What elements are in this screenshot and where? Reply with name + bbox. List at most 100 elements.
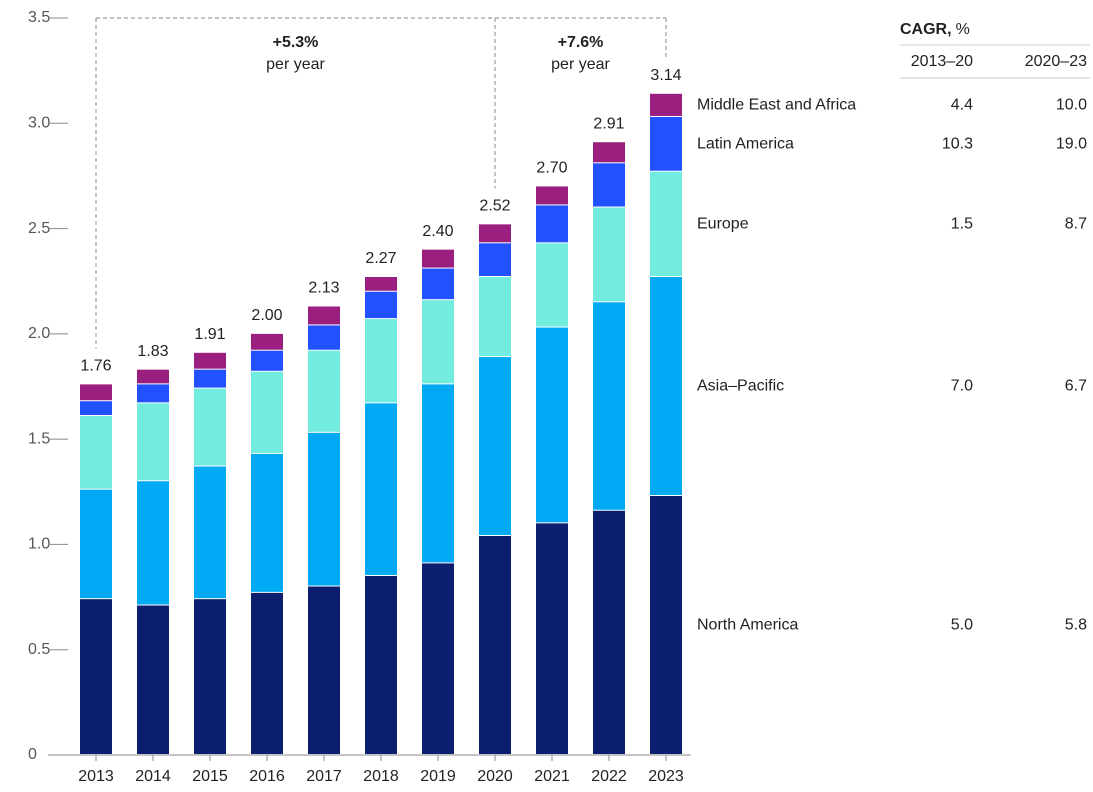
total-label: 1.91 xyxy=(194,326,225,343)
bar-segment xyxy=(479,277,511,357)
cagr-value: 19.0 xyxy=(1056,136,1087,153)
annotation-sub: per year xyxy=(266,56,325,73)
bar-segment xyxy=(194,352,226,369)
bar-segment xyxy=(650,116,682,171)
annotation: +7.6% xyxy=(558,34,604,51)
bar-segment xyxy=(536,186,568,205)
bar-segment xyxy=(536,205,568,243)
total-label: 2.70 xyxy=(536,160,567,177)
bar-segment xyxy=(479,536,511,754)
bar-segment xyxy=(365,319,397,403)
total-label: 2.13 xyxy=(308,280,339,297)
bar-segment xyxy=(422,300,454,384)
x-tick-label: 2020 xyxy=(477,768,513,785)
bar-segment xyxy=(536,523,568,754)
annotation-sub: per year xyxy=(551,56,610,73)
bar-segment xyxy=(422,563,454,754)
cagr-value: 1.5 xyxy=(951,216,973,233)
y-tick-label: 1.0 xyxy=(28,536,50,553)
y-tick-label: 0.5 xyxy=(28,641,50,658)
bar-segment xyxy=(650,495,682,754)
bar-segment xyxy=(650,93,682,116)
y-tick-label: 0 xyxy=(28,746,37,763)
bar-segment xyxy=(80,384,112,401)
cagr-column: 2020–23 xyxy=(1025,53,1087,70)
y-tick-label: 2.0 xyxy=(28,325,50,342)
x-tick-label: 2013 xyxy=(78,768,114,785)
x-tick-label: 2018 xyxy=(363,768,399,785)
bar-segment xyxy=(194,369,226,388)
bar-segment xyxy=(194,466,226,599)
total-label: 2.91 xyxy=(593,115,624,132)
bar-segment xyxy=(251,592,283,754)
bar-segment xyxy=(479,224,511,243)
bar-segment xyxy=(479,243,511,277)
cagr-title-text: CAGR, xyxy=(900,21,952,38)
legend-label: Middle East and Africa xyxy=(697,97,856,114)
x-tick-label: 2014 xyxy=(135,768,171,785)
total-label: 2.40 xyxy=(422,223,453,240)
bar-segment xyxy=(650,171,682,277)
annotation: +5.3% xyxy=(273,34,319,51)
cagr-unit: % xyxy=(956,21,970,38)
bar-segment xyxy=(251,371,283,453)
bar-segment xyxy=(593,163,625,207)
x-tick-label: 2015 xyxy=(192,768,228,785)
legend-label: Latin America xyxy=(697,136,794,153)
y-tick-label: 1.5 xyxy=(28,430,50,447)
bar-segment xyxy=(80,489,112,599)
cagr-value: 5.8 xyxy=(1065,617,1087,634)
legend-label: Europe xyxy=(697,216,749,233)
x-tick-label: 2019 xyxy=(420,768,456,785)
cagr-value: 4.4 xyxy=(951,97,973,114)
bar-segment xyxy=(137,384,169,403)
cagr-value: 7.0 xyxy=(951,378,973,395)
legend-label: North America xyxy=(697,617,798,634)
bar-segment xyxy=(251,333,283,350)
cagr-value: 10.0 xyxy=(1056,97,1087,114)
bar-segment xyxy=(251,350,283,371)
bar-segment xyxy=(308,325,340,350)
bar-segment xyxy=(650,277,682,495)
cagr-value: 8.7 xyxy=(1065,216,1087,233)
y-tick-label: 3.5 xyxy=(28,9,50,26)
x-tick-label: 2023 xyxy=(648,768,684,785)
bar-segment xyxy=(80,415,112,489)
bar-segment xyxy=(422,268,454,300)
bar-segment xyxy=(593,142,625,163)
x-tick-label: 2021 xyxy=(534,768,570,785)
total-label: 2.27 xyxy=(365,250,396,267)
total-label: 1.76 xyxy=(80,358,111,375)
bar-segment xyxy=(80,599,112,754)
cagr-value: 5.0 xyxy=(951,617,973,634)
bar-segment xyxy=(479,357,511,536)
bar-segment xyxy=(365,576,397,754)
bar-segment xyxy=(137,369,169,384)
x-tick-label: 2022 xyxy=(591,768,627,785)
total-label: 2.52 xyxy=(479,198,510,215)
bar-segment xyxy=(194,599,226,754)
bar-segment xyxy=(593,207,625,302)
bar-segment xyxy=(422,249,454,268)
total-label: 2.00 xyxy=(251,307,282,324)
cagr-title: CAGR,% xyxy=(900,21,970,38)
bar-segment xyxy=(365,291,397,319)
x-tick-label: 2017 xyxy=(306,768,342,785)
bar-segment xyxy=(308,306,340,325)
y-tick-label: 2.5 xyxy=(28,220,50,237)
bar-segment xyxy=(536,243,568,327)
y-tick-label: 3.0 xyxy=(28,115,50,132)
bar-segment xyxy=(251,453,283,592)
bar-segment xyxy=(365,403,397,576)
bar-segment xyxy=(422,384,454,563)
bar-segment xyxy=(137,403,169,481)
cagr-value: 10.3 xyxy=(942,136,973,153)
bar-segment xyxy=(194,388,226,466)
total-label: 1.83 xyxy=(137,343,168,360)
bar-segment xyxy=(308,586,340,754)
bar-segment xyxy=(80,401,112,415)
cagr-value: 6.7 xyxy=(1065,378,1087,395)
bar-segment xyxy=(536,327,568,523)
x-tick-label: 2016 xyxy=(249,768,285,785)
